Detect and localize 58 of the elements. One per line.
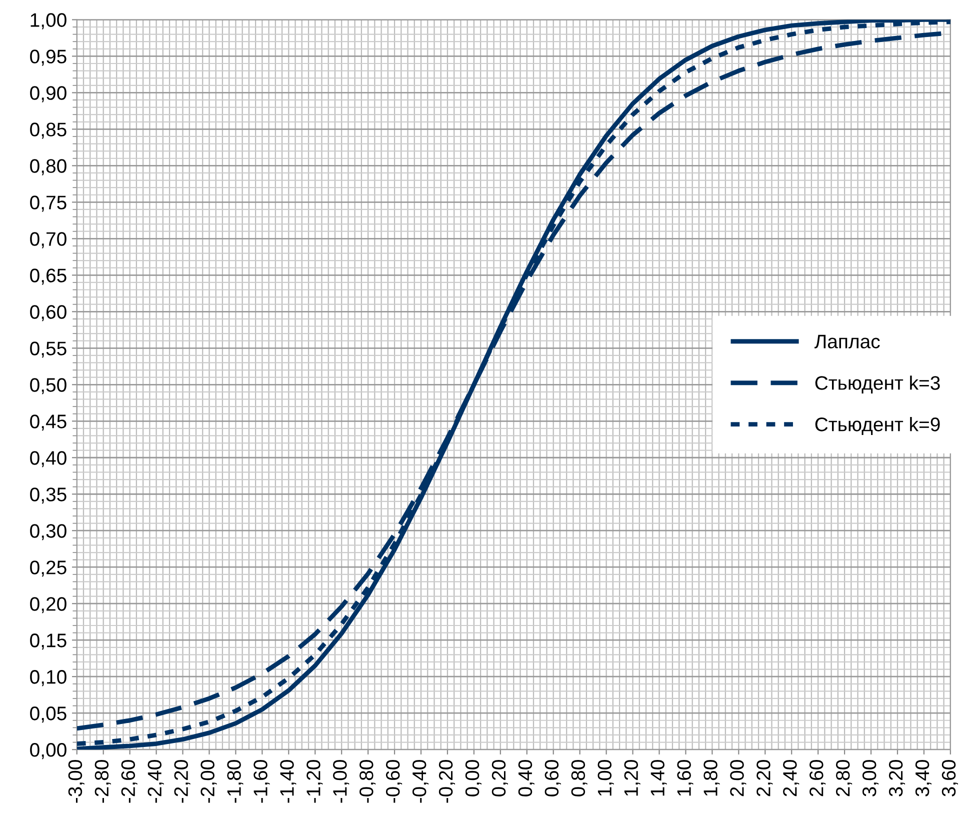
y-tick-label: 0,40: [30, 451, 66, 468]
x-tick-label: 1,20: [624, 760, 640, 796]
x-tick-label: -2,00: [200, 760, 217, 803]
x-tick-label: 0,40: [518, 760, 534, 796]
x-tick-label: 1,40: [650, 760, 667, 796]
x-tick-label: 3,20: [888, 760, 906, 796]
x-tick-label: 2,40: [783, 760, 800, 796]
x-tick-label: 1,60: [677, 760, 694, 796]
x-tick-label: -2,80: [94, 760, 111, 803]
y-tick-label: 0,15: [30, 634, 66, 650]
y-tick-label: 0,75: [30, 196, 66, 212]
y-tick-label: 0,70: [30, 232, 66, 248]
x-tick-label: -1,80: [227, 760, 244, 803]
x-tick-label: -0,40: [412, 760, 429, 803]
y-tick-label: 0,95: [30, 50, 66, 66]
x-tick-label: 3,00: [862, 760, 879, 796]
legend-label: Стьюдент k=3: [815, 376, 940, 394]
y-tick-label: 0,20: [30, 597, 66, 614]
x-tick-label: 2,80: [836, 760, 852, 796]
y-tick-label: 0,85: [30, 122, 66, 139]
x-tick-label: -1,40: [280, 760, 296, 803]
x-tick-label: -2,20: [174, 760, 190, 803]
y-tick-label: 0,25: [30, 560, 66, 577]
y-tick-label: 0,60: [30, 305, 66, 322]
y-tick-label: 0,65: [30, 268, 66, 285]
y-tick-label: 0,00: [30, 743, 66, 760]
x-tick-label: 2,60: [810, 760, 826, 796]
y-tick-label: 1,00: [30, 13, 66, 30]
x-tick-label: 0,60: [544, 760, 561, 796]
x-tick-label: 3,60: [942, 760, 958, 796]
y-tick-label: 0,30: [30, 524, 66, 540]
legend-label: Лаплас: [814, 334, 880, 348]
x-tick-label: 0,80: [571, 760, 588, 796]
x-tick-label: 0,00: [465, 760, 482, 796]
y-tick-label: 0,55: [30, 342, 66, 358]
y-tick-label: 0,45: [30, 414, 66, 431]
x-tick-label: 1,80: [704, 760, 720, 796]
x-tick-label: 1,00: [598, 760, 614, 796]
y-tick-label: 0,35: [30, 488, 66, 504]
x-tick-label: 2,20: [756, 760, 773, 796]
x-tick-label: -0,20: [438, 760, 455, 803]
x-tick-label: -2,60: [121, 760, 138, 803]
x-tick-label: -0,80: [360, 760, 376, 803]
y-tick-label: 0,90: [30, 86, 66, 102]
y-tick-label: 0,50: [30, 378, 66, 394]
x-tick-label: -1,00: [333, 760, 350, 803]
x-tick-label: 2,00: [730, 760, 746, 796]
y-tick-label: 0,80: [30, 159, 66, 176]
y-tick-label: 0,05: [30, 706, 66, 723]
x-tick-label: 3,40: [915, 760, 932, 796]
x-tick-label: -2,40: [148, 760, 164, 803]
x-tick-label: -1,60: [254, 760, 270, 803]
x-tick-label: 0,20: [492, 760, 508, 796]
x-tick-label: -1,20: [306, 760, 323, 803]
y-tick-label: 0,10: [30, 670, 66, 686]
x-tick-label: -3,00: [68, 760, 84, 803]
legend-label: Стьюдент k=9: [815, 417, 940, 435]
x-tick-label: -0,60: [386, 760, 402, 803]
